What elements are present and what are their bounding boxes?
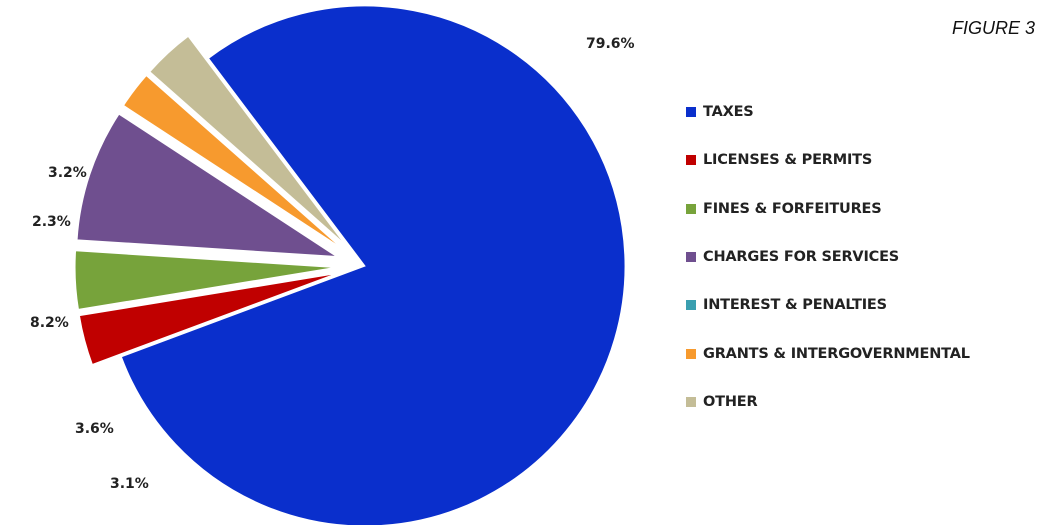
legend-label: FINES & FORFEITURES [703,200,882,217]
slice-label-grants-and-intergovernmental: 2.3% [32,214,71,230]
legend-item-fines-and-forfeitures: FINES & FORFEITURES [686,185,970,233]
legend-item-taxes: TAXES [686,88,970,136]
figure-label: FIGURE 3 [951,18,1035,38]
legend-label: INTEREST & PENALTIES [703,297,887,314]
slice-label-licenses-and-permits: 3.1% [110,476,149,492]
slice-label-charges-for-services: 8.2% [30,315,69,331]
legend-swatch [686,348,696,359]
slice-taxes [120,5,626,525]
slice-licenses-and-permits [78,273,337,366]
legend-swatch [686,107,696,118]
slice-label-fines-and-forfeitures: 3.6% [75,421,114,437]
legend-item-interest-and-penalties: INTEREST & PENALTIES [686,281,970,329]
slice-other [149,35,346,245]
legend-swatch [686,300,696,311]
pie-slices [74,5,626,525]
legend-swatch [686,203,696,214]
legend-item-charges-for-services: CHARGES FOR SERVICES [686,233,970,281]
slice-label-other: 3.2% [48,165,87,181]
legend-swatch [686,155,696,166]
slice-label-taxes: 79.6% [586,36,635,52]
legend-item-licenses-and-permits: LICENSES & PERMITS [686,136,970,184]
legend-label: CHARGES FOR SERVICES [703,249,900,266]
slice-charges-for-services [76,113,339,258]
legend-swatch [686,252,696,263]
legend-item-other: OTHER [686,378,970,426]
legend-label: GRANTS & INTERGOVERNMENTAL [703,345,970,362]
slice-grants-and-intergovernmental [122,74,342,249]
legend-item-grants-and-intergovernmental: GRANTS & INTERGOVERNMENTAL [686,329,970,377]
slice-fines-and-forfeitures [74,250,336,310]
legend-label: LICENSES & PERMITS [703,152,873,169]
legend: TAXES LICENSES & PERMITS FINES & FORFEITUR… [686,88,970,426]
legend-label: TAXES [703,104,754,121]
legend-label: OTHER [703,393,758,410]
legend-swatch [686,396,696,407]
slice-labels: 79.6% 3.1% 3.6% 8.2% 2.3% 3.2% [30,36,635,492]
